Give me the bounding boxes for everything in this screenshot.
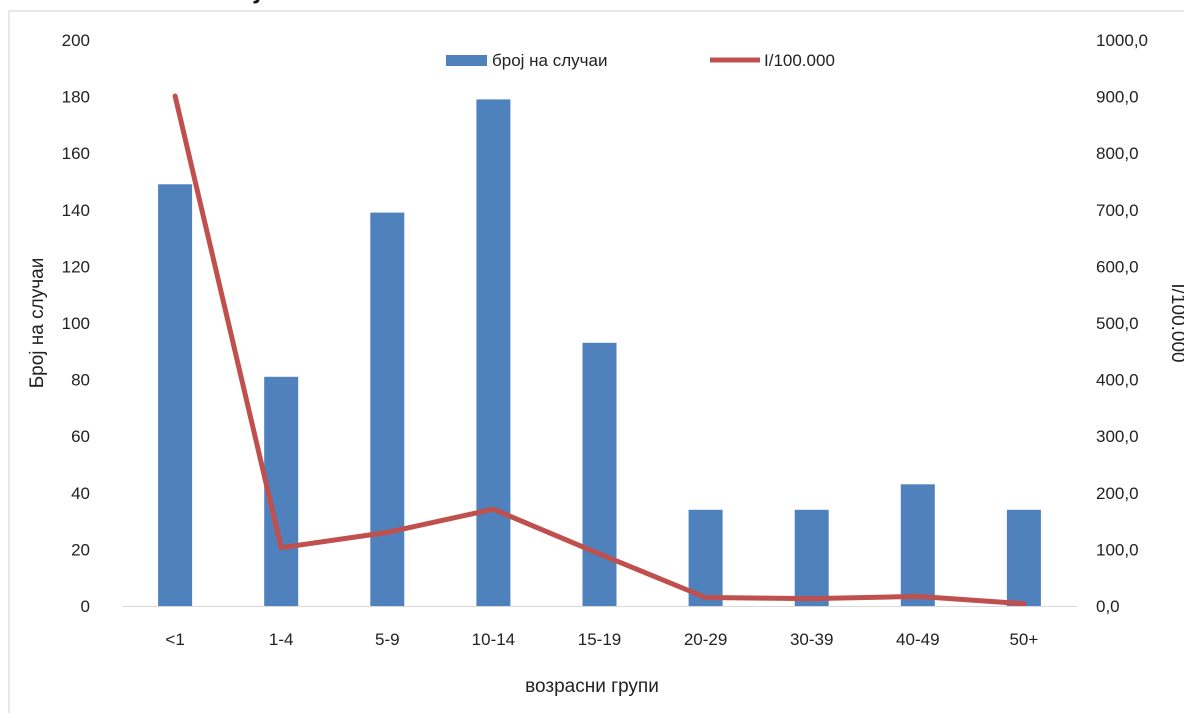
bar [1007,510,1041,606]
x-tick-label: 5-9 [375,630,400,649]
y-tick-label: 160 [62,144,90,163]
y2-tick-label: 200,0 [1096,484,1139,503]
y2-tick-label: 1000,0 [1096,31,1148,50]
bar [158,184,192,606]
y-tick-label: 80 [71,371,90,390]
y-tick-label: 20 [71,540,90,559]
y2-tick-label: 600,0 [1096,257,1139,276]
y2-tick-label: 300,0 [1096,427,1139,446]
y-tick-label: 60 [71,427,90,446]
x-tick-label: 50+ [1009,630,1038,649]
y-tick-label: 120 [62,257,90,276]
bar [370,213,404,606]
y2-tick-label: 900,0 [1096,88,1139,107]
y2-tick-label: 100,0 [1096,540,1139,559]
y-axis-title: Број на случаи [27,258,48,389]
bar [583,343,617,606]
legend-bar-swatch [446,55,487,66]
x-tick-label: 20-29 [684,630,727,649]
y-tick-label: 200 [62,31,90,50]
y2-tick-label: 0,0 [1096,597,1120,616]
y-tick-label: 180 [62,88,90,107]
x-tick-label: 15-19 [578,630,621,649]
bar [476,99,510,606]
header-fragment: j [253,0,264,4]
x-tick-label: 1-4 [269,630,294,649]
x-tick-label: 10-14 [472,630,515,649]
y-tick-label: 0 [81,597,90,616]
y-tick-label: 100 [62,314,90,333]
bar [901,484,935,606]
legend-line-label: I/100.000 [764,51,835,70]
y2-tick-label: 400,0 [1096,371,1139,390]
y-tick-label: 40 [71,484,90,503]
x-tick-label: 30-39 [790,630,833,649]
y-tick-label: 140 [62,201,90,220]
bar [795,510,829,606]
x-tick-label: <1 [165,630,184,649]
x-axis-title: возрасни групи [525,676,659,697]
legend-bar-label: број на случаи [492,51,607,70]
y2-tick-label: 700,0 [1096,201,1139,220]
y2-axis-title: I/100.000 [1167,283,1184,362]
x-tick-label: 40-49 [896,630,939,649]
y2-tick-label: 500,0 [1096,314,1139,333]
y2-tick-label: 800,0 [1096,144,1139,163]
